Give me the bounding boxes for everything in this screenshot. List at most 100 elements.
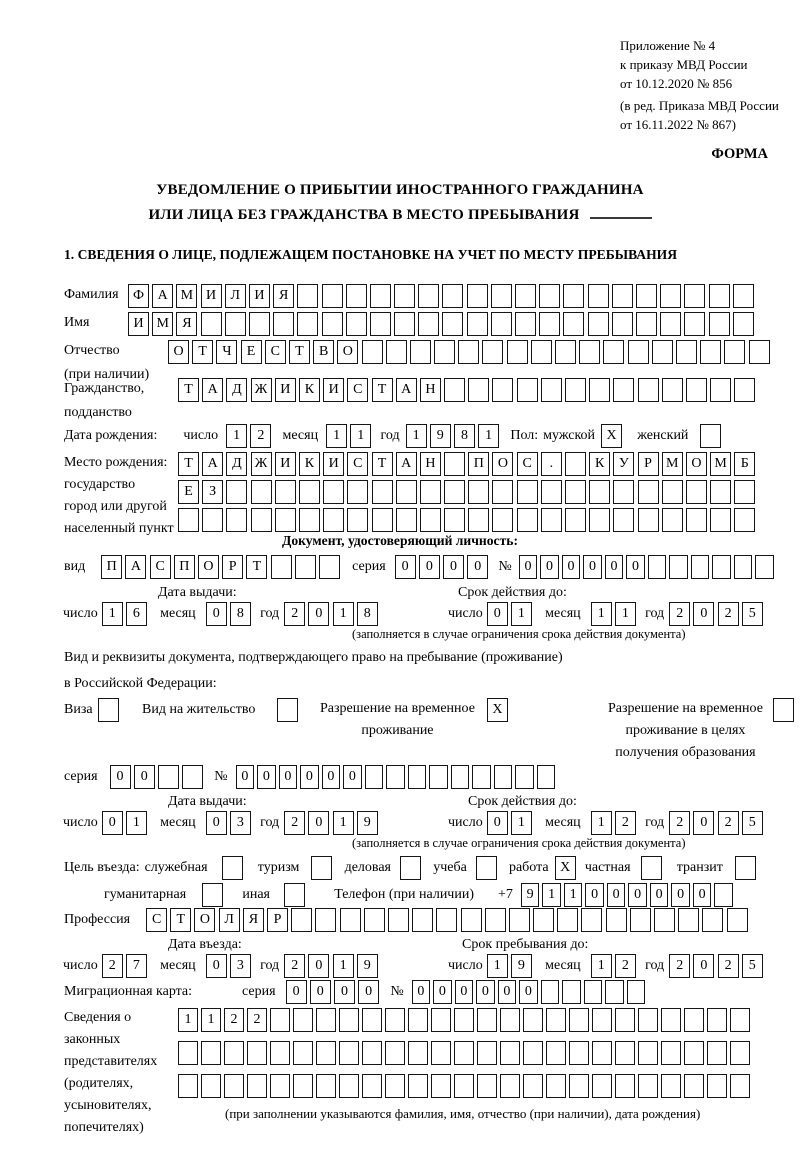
char-cell[interactable] xyxy=(637,508,659,532)
char-cell[interactable] xyxy=(297,312,319,336)
char-cell[interactable] xyxy=(347,480,369,504)
purpose-private-checkbox[interactable] xyxy=(640,856,665,880)
char-cell[interactable]: 0 xyxy=(205,602,227,626)
char-cell[interactable]: К xyxy=(589,452,611,476)
char-cell[interactable] xyxy=(615,1008,635,1032)
char-cell[interactable] xyxy=(270,1041,290,1065)
char-cell[interactable]: 0 xyxy=(300,765,319,789)
char-cell[interactable]: З xyxy=(202,480,224,504)
char-cell[interactable] xyxy=(221,856,243,880)
char-cell[interactable] xyxy=(157,765,179,789)
char-cell[interactable]: М xyxy=(152,312,174,336)
char-cell[interactable] xyxy=(661,1008,681,1032)
char-cell[interactable]: 1 xyxy=(332,811,354,835)
char-cell[interactable] xyxy=(444,480,466,504)
char-cell[interactable] xyxy=(316,1008,336,1032)
char-cell[interactable] xyxy=(605,980,624,1004)
char-cell[interactable]: 9 xyxy=(429,424,451,448)
char-cell[interactable] xyxy=(611,284,633,308)
char-cell[interactable]: 5 xyxy=(741,811,763,835)
char-cell[interactable] xyxy=(500,1008,520,1032)
char-cell[interactable] xyxy=(466,284,488,308)
char-cell[interactable] xyxy=(546,1041,566,1065)
char-cell[interactable] xyxy=(323,480,345,504)
char-cell[interactable] xyxy=(635,312,657,336)
char-cell[interactable]: 2 xyxy=(101,954,123,978)
char-cell[interactable] xyxy=(270,1008,290,1032)
char-cell[interactable] xyxy=(515,312,536,336)
char-cell[interactable] xyxy=(661,1074,681,1098)
char-cell[interactable]: 5 xyxy=(741,602,763,626)
char-cell[interactable] xyxy=(277,698,299,722)
char-cell[interactable] xyxy=(714,883,733,907)
char-cell[interactable]: 1 xyxy=(614,602,636,626)
char-cell[interactable] xyxy=(730,1074,750,1098)
char-cell[interactable]: 0 xyxy=(433,980,452,1004)
char-cell[interactable] xyxy=(274,480,296,504)
char-cell[interactable] xyxy=(583,980,603,1004)
char-cell[interactable] xyxy=(297,284,319,308)
char-cell[interactable] xyxy=(270,555,292,579)
purpose-transit-checkbox[interactable] xyxy=(734,856,759,880)
female-checkbox[interactable] xyxy=(700,424,724,448)
char-cell[interactable] xyxy=(654,908,676,932)
char-cell[interactable]: 0 xyxy=(626,555,645,579)
char-cell[interactable] xyxy=(418,284,440,308)
char-cell[interactable] xyxy=(605,908,627,932)
char-cell[interactable] xyxy=(387,908,409,932)
char-cell[interactable] xyxy=(178,508,199,532)
char-cell[interactable] xyxy=(293,1041,313,1065)
char-cell[interactable] xyxy=(661,378,683,402)
char-cell[interactable] xyxy=(613,378,635,402)
char-cell[interactable]: У xyxy=(613,452,635,476)
char-cell[interactable] xyxy=(460,908,482,932)
char-cell[interactable] xyxy=(506,340,528,364)
char-cell[interactable] xyxy=(508,908,530,932)
char-cell[interactable]: О xyxy=(194,908,216,932)
char-cell[interactable] xyxy=(523,1008,543,1032)
char-cell[interactable]: 8 xyxy=(356,602,378,626)
char-cell[interactable] xyxy=(291,908,313,932)
char-cell[interactable] xyxy=(294,555,316,579)
char-cell[interactable]: Ж xyxy=(250,378,272,402)
char-cell[interactable] xyxy=(555,340,576,364)
char-cell[interactable]: С xyxy=(264,340,286,364)
char-cell[interactable] xyxy=(472,765,491,789)
char-cell[interactable]: С xyxy=(146,908,168,932)
char-cell[interactable] xyxy=(321,312,343,336)
char-cell[interactable] xyxy=(563,284,585,308)
char-cell[interactable]: 0 xyxy=(257,765,276,789)
residence-permit-checkbox[interactable] xyxy=(277,698,301,722)
char-cell[interactable] xyxy=(490,284,512,308)
char-cell[interactable] xyxy=(492,508,514,532)
char-cell[interactable] xyxy=(339,1074,359,1098)
char-cell[interactable]: Ф xyxy=(128,284,149,308)
char-cell[interactable] xyxy=(298,480,320,504)
char-cell[interactable]: 2 xyxy=(247,1008,267,1032)
char-cell[interactable]: 1 xyxy=(405,424,427,448)
char-cell[interactable]: И xyxy=(128,312,149,336)
char-cell[interactable]: 0 xyxy=(467,555,489,579)
char-cell[interactable]: Т xyxy=(371,378,393,402)
char-cell[interactable] xyxy=(734,378,756,402)
char-cell[interactable] xyxy=(581,908,603,932)
char-cell[interactable] xyxy=(726,908,748,932)
char-cell[interactable]: А xyxy=(125,555,147,579)
char-cell[interactable]: Д xyxy=(226,452,248,476)
char-cell[interactable] xyxy=(516,378,538,402)
char-cell[interactable]: 1 xyxy=(510,811,532,835)
char-cell[interactable]: О xyxy=(685,452,707,476)
char-cell[interactable] xyxy=(316,1041,336,1065)
char-cell[interactable]: 1 xyxy=(510,602,532,626)
char-cell[interactable] xyxy=(490,312,512,336)
char-cell[interactable] xyxy=(533,908,555,932)
char-cell[interactable]: 1 xyxy=(101,602,123,626)
char-cell[interactable]: 8 xyxy=(453,424,475,448)
char-cell[interactable] xyxy=(202,883,224,907)
